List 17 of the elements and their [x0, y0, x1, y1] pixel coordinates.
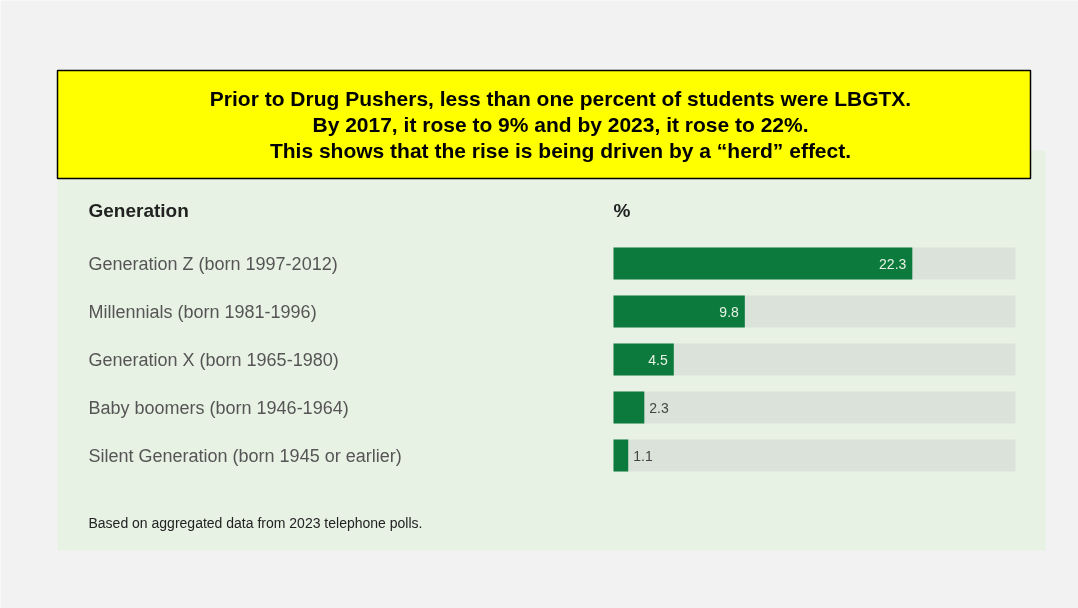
y-tick-label: Generation X (born 1965-1980) — [88, 349, 339, 370]
y-axis-title: Generation — [88, 200, 189, 221]
data-label: 9.8 — [719, 303, 740, 320]
data-label: 1.1 — [633, 447, 653, 464]
data-label: 2.3 — [649, 399, 669, 416]
chart-title: Prior to Drug Pushers, less than one percent of students were LBGTX. By 2017, it rose to 9% and by 2023, it rose to 22%. This shows that the rise is being driven by a “herd” effect. — [209, 86, 912, 163]
y-tick-label: Silent Generation (born 1945 or earlier) — [88, 445, 402, 466]
y-tick-label: Millennials (born 1981-1996) — [88, 301, 317, 322]
y-tick-label: Generation Z (born 1997-2012) — [88, 253, 338, 274]
data-label: 22.3 — [879, 255, 907, 272]
text: Based on aggregated data from 2023 telephone polls. — [88, 514, 423, 531]
x-axis-title: % — [613, 200, 631, 221]
y-tick-label: Baby boomers (born 1946-1964) — [88, 397, 349, 418]
bar — [613, 439, 629, 472]
data-label: 4.5 — [648, 351, 669, 368]
bar — [613, 391, 645, 424]
bar — [613, 343, 674, 376]
